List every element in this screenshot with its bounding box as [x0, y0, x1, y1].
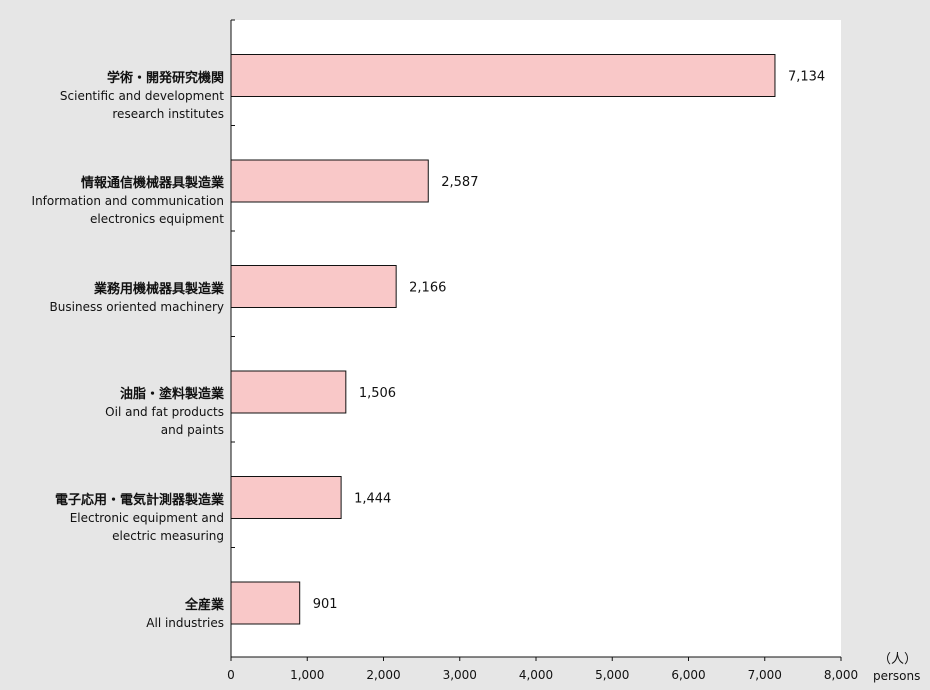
- unit-label-jp: （人）: [878, 652, 918, 667]
- category-label-jp: 全産業: [184, 598, 224, 613]
- unit-label-en: persons: [873, 669, 921, 683]
- category-label-en: Electronic equipment and electric measur…: [69, 510, 224, 543]
- x-tick-label: 8,000: [824, 668, 858, 682]
- plot-area: [231, 20, 841, 657]
- data-label: 901: [313, 597, 338, 612]
- x-tick-label: 3,000: [443, 668, 477, 682]
- data-label: 2,166: [409, 281, 446, 296]
- x-tick-label: 6,000: [671, 668, 705, 682]
- x-tick-label: 1,000: [290, 668, 324, 682]
- category-label-jp: 情報通信機械器具製造業: [80, 176, 224, 191]
- data-label: 2,587: [441, 175, 478, 190]
- x-tick-label: 7,000: [748, 668, 782, 682]
- category-label-jp: 油脂・塗料製造業: [119, 387, 224, 402]
- bar: [230, 581, 301, 625]
- category-label-en: Scientific and development research inst…: [59, 88, 224, 121]
- bar: [230, 370, 347, 414]
- category-label-en: Business oriented machinery: [49, 299, 224, 314]
- category-label-en: Oil and fat products and paints: [105, 405, 224, 437]
- category-label-jp: 電子応用・電気計測器製造業: [54, 492, 224, 508]
- category-label-en: Information and communication electronic…: [31, 194, 224, 226]
- bar: [230, 159, 429, 203]
- category-label-jp: 業務用機械器具製造業: [93, 281, 224, 297]
- x-tick-label: 5,000: [595, 668, 629, 682]
- bar: [230, 265, 397, 308]
- bar: [230, 54, 776, 97]
- data-label: 7,134: [788, 70, 825, 85]
- data-label: 1,506: [359, 386, 396, 401]
- x-tick-label: 0: [227, 668, 235, 682]
- x-tick-label: 4,000: [519, 668, 553, 682]
- x-tick-label: 2,000: [366, 668, 400, 682]
- data-label: 1,444: [354, 492, 391, 507]
- category-label-jp: 学術・開発研究機関: [106, 70, 224, 86]
- bar: [230, 476, 342, 519]
- category-label-en: All industries: [146, 616, 224, 630]
